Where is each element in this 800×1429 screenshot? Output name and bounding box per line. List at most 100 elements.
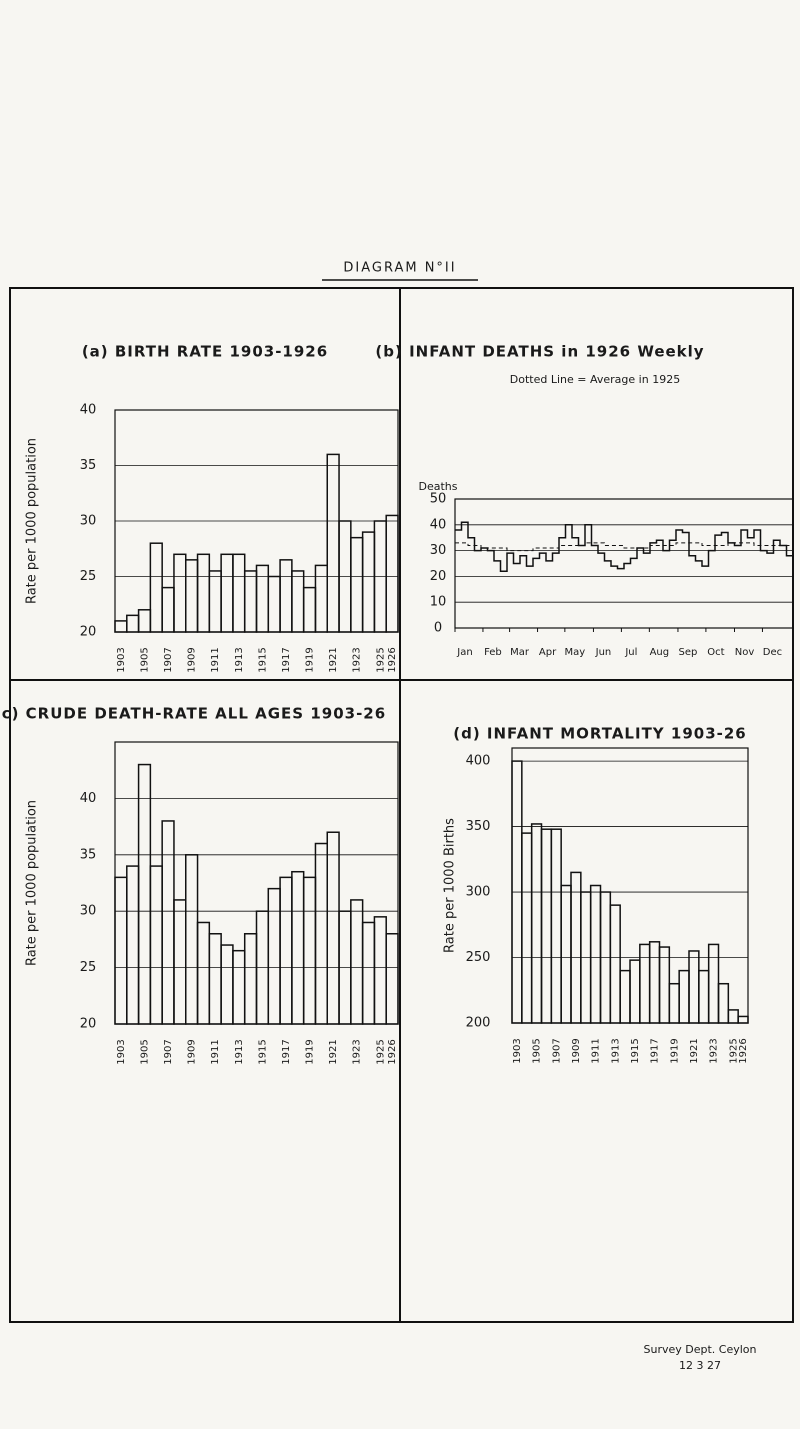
step-bar [196,921,211,1025]
x-tick-label: Aug [650,647,670,658]
step-bar [185,854,199,1025]
step-bar [629,959,641,1024]
step-bar [350,899,364,1025]
x-tick-label: 1919 [305,1039,316,1064]
x-tick-label: 1923 [352,1039,363,1064]
step-bar [639,943,651,1024]
x-tick-label: Dec [763,647,782,658]
step-bar [326,453,340,633]
step-bar [570,871,582,1024]
step-bar [737,1015,749,1024]
step-bar [149,865,163,1025]
step-bar [149,542,163,633]
y-tick-label: 30 [80,904,97,919]
x-tick-label: 1907 [163,1039,174,1064]
x-tick-label: 1907 [551,1038,562,1063]
step-bar [361,921,376,1025]
y-tick-label: 30 [430,543,447,558]
chart-title: (a) BIRTH RATE 1903-1926 [82,343,328,361]
x-tick-label: 1913 [234,1039,245,1064]
x-tick-label: Apr [539,647,557,658]
x-tick-label: 1905 [532,1038,543,1063]
step-bar [279,876,293,1025]
x-tick-label: 1907 [163,647,174,672]
footer-date: 12 3 27 [679,1359,721,1372]
footer: Survey Dept. Ceylon [643,1343,756,1356]
x-tick-label: Mar [510,647,530,658]
y-tick-label: 30 [80,514,97,529]
step-bar [373,916,387,1025]
x-tick-label: Jul [624,647,637,658]
x-tick-label: 1917 [281,1039,292,1064]
step-bar [589,884,602,1024]
step-bar [361,531,376,633]
y-tick-label: 25 [80,569,97,584]
x-tick-label: 1911 [591,1038,602,1063]
step-bar [173,553,187,633]
step-bar [126,865,140,1025]
x-tick-label: 1911 [210,647,221,672]
step-bar [385,514,399,633]
y-tick-label: 25 [80,960,97,975]
y-tick-label: 400 [466,754,491,769]
y-tick-label: 40 [430,517,447,532]
x-tick-label: 1909 [571,1038,582,1063]
x-tick-label: 1915 [257,647,268,672]
step-bar [114,620,128,633]
step-bar [521,832,533,1024]
x-tick-label: 1903 [116,647,127,672]
step-bar [255,564,270,633]
y-tick-label: 20 [430,569,447,584]
x-tick-label: 1921 [689,1038,700,1063]
x-tick-label: 1915 [257,1039,268,1064]
step-bar [609,904,621,1024]
page-title: DIAGRAM N°II [343,261,456,276]
step-bar [208,933,222,1025]
x-tick-label: 1925 [728,1038,739,1063]
step-bar [267,887,281,1025]
step-bar [385,933,399,1025]
step-bar [560,884,572,1024]
x-tick-label: 1917 [281,647,292,672]
x-tick-label: Jun [595,647,612,658]
y-tick-label: 20 [80,1017,97,1032]
step-bar [678,969,690,1024]
step-bar [243,933,258,1025]
y-tick-label: 50 [430,492,447,507]
x-tick-label: 1921 [328,1039,339,1064]
x-tick-label: Oct [707,647,724,658]
weekly-line [455,542,793,552]
x-tick-label: Sep [679,647,698,658]
step-bar [707,943,720,1024]
y-axis-label: Rate per 1000 Births [443,818,458,953]
x-tick-label: Feb [484,647,502,658]
step-bar [161,820,175,1025]
x-tick-label: 1917 [650,1038,661,1063]
step-bar [196,553,211,633]
y-tick-label: 350 [466,819,491,834]
step-bar [291,870,305,1025]
x-tick-label: 1905 [139,1039,150,1064]
x-tick-label: 1903 [116,1039,127,1064]
y-axis-label: Rate per 1000 population [25,438,40,604]
x-tick-label: 1911 [210,1039,221,1064]
y-tick-label: 0 [434,621,442,636]
step-bar [137,609,152,633]
chart-title: (b) INFANT DEATHS in 1926 Weekly [375,343,704,361]
y-tick-label: 20 [80,625,97,640]
y-tick-label: 250 [466,950,491,965]
step-bar [648,941,661,1024]
y-axis-label: Deaths [419,480,458,493]
step-bar [220,553,234,633]
step-bar [232,553,246,633]
x-tick-label: 1903 [512,1038,523,1063]
step-bar [619,969,631,1024]
y-tick-label: 300 [466,885,491,900]
y-tick-label: 35 [80,458,97,473]
step-bar [688,950,700,1024]
step-bar [668,982,680,1024]
x-tick-label: 1913 [234,647,245,672]
x-tick-label: 1919 [669,1038,680,1063]
x-tick-label: 1913 [610,1038,621,1063]
step-bar [208,570,222,633]
